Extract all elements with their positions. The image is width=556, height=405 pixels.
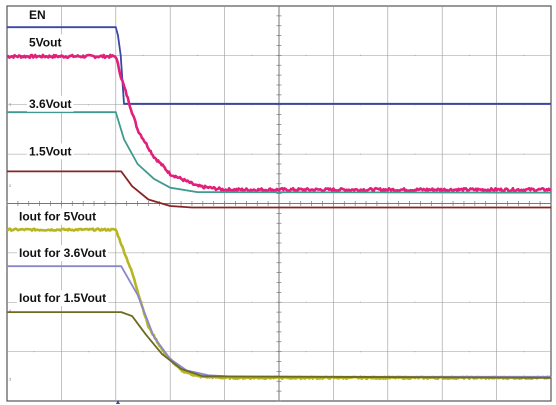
grid-minor-dot	[251, 54, 253, 56]
grid-minor-dot	[196, 351, 198, 353]
label-background	[27, 7, 48, 24]
channel-marker: 3	[9, 376, 12, 381]
grid-minor-dot	[251, 351, 253, 353]
grid-minor-dot	[360, 54, 362, 56]
channel-marker: 2	[9, 183, 12, 188]
grid-minor-dot	[414, 54, 416, 56]
grid-minor-dot	[88, 351, 90, 353]
grid-minor-dot	[360, 301, 362, 303]
label-iout-for-5vout: Iout for 5Vout	[19, 210, 96, 224]
grid-minor-dot	[414, 252, 416, 254]
label-1-5vout: 1.5Vout	[29, 144, 71, 158]
grid-minor-dot	[142, 301, 144, 303]
trigger-marker	[115, 400, 120, 404]
grid-minor-dot	[305, 301, 307, 303]
label-iout-for-1-5vout: Iout for 1.5Vout	[19, 291, 106, 305]
grid-minor-dot	[142, 351, 144, 353]
label-en: EN	[29, 8, 46, 22]
label-iout-for-3-6vout: Iout for 3.6Vout	[19, 246, 106, 260]
grid-minor-dot	[414, 153, 416, 155]
grid-minor-dot	[523, 301, 525, 303]
grid-minor-dot	[468, 252, 470, 254]
grid-minor-dot	[468, 301, 470, 303]
label-background	[17, 245, 109, 262]
label-background	[27, 143, 74, 160]
grid-minor-dot	[360, 252, 362, 254]
grid-minor-dot	[360, 153, 362, 155]
grid-minor-dot	[523, 153, 525, 155]
grid-minor-dot	[196, 153, 198, 155]
trace-en	[7, 26, 551, 105]
grid-minor-dot	[414, 301, 416, 303]
grid-minor-dot	[360, 351, 362, 353]
grid-minor-dot	[468, 153, 470, 155]
grid-minor-dot	[88, 104, 90, 106]
trace-1-5vout	[7, 170, 551, 209]
grid-minor-dot	[33, 351, 35, 353]
grid-minor-dot	[196, 301, 198, 303]
trace-5vout	[6, 53, 552, 193]
grid-minor-dot	[142, 153, 144, 155]
grid-minor-dot	[305, 252, 307, 254]
label-background	[17, 208, 99, 225]
grid-minor-dot	[523, 252, 525, 254]
grid-minor-dot	[305, 351, 307, 353]
traces	[6, 26, 552, 381]
trace-iout-for-1-5vout	[7, 311, 552, 379]
grid-minor-dot	[305, 153, 307, 155]
grid-minor-dot	[523, 351, 525, 353]
label-5vout: 5Vout	[29, 35, 61, 49]
channel-marker: 1	[9, 101, 12, 106]
grid-minor-dot	[305, 54, 307, 56]
grid-minor-dot	[468, 54, 470, 56]
trace-3-6vout	[7, 111, 552, 194]
label-background	[17, 290, 109, 307]
grid-minor-dot	[251, 252, 253, 254]
grid-minor-dot	[251, 153, 253, 155]
trace-labels: EN 5Vout 3.6Vout 1.5Vout Iout for 5Vout Iout …	[17, 7, 109, 307]
grid-minor-dot	[523, 54, 525, 56]
grid	[6, 5, 552, 404]
grid-minor-dot	[251, 301, 253, 303]
grid-minor-dot	[414, 351, 416, 353]
grid-minor-dot	[142, 54, 144, 56]
grid-minor-dot	[142, 252, 144, 254]
channel-marker: 4	[9, 308, 12, 313]
label-background	[27, 34, 64, 51]
grid-minor-dot	[468, 351, 470, 353]
grid-minor-dot	[88, 153, 90, 155]
label-3-6vout: 3.6Vout	[29, 97, 71, 111]
grid-minor-dot	[196, 54, 198, 56]
channel-markers: 1 2 4 3	[9, 101, 12, 381]
label-background	[27, 95, 74, 112]
grid-minor-dot	[196, 252, 198, 254]
